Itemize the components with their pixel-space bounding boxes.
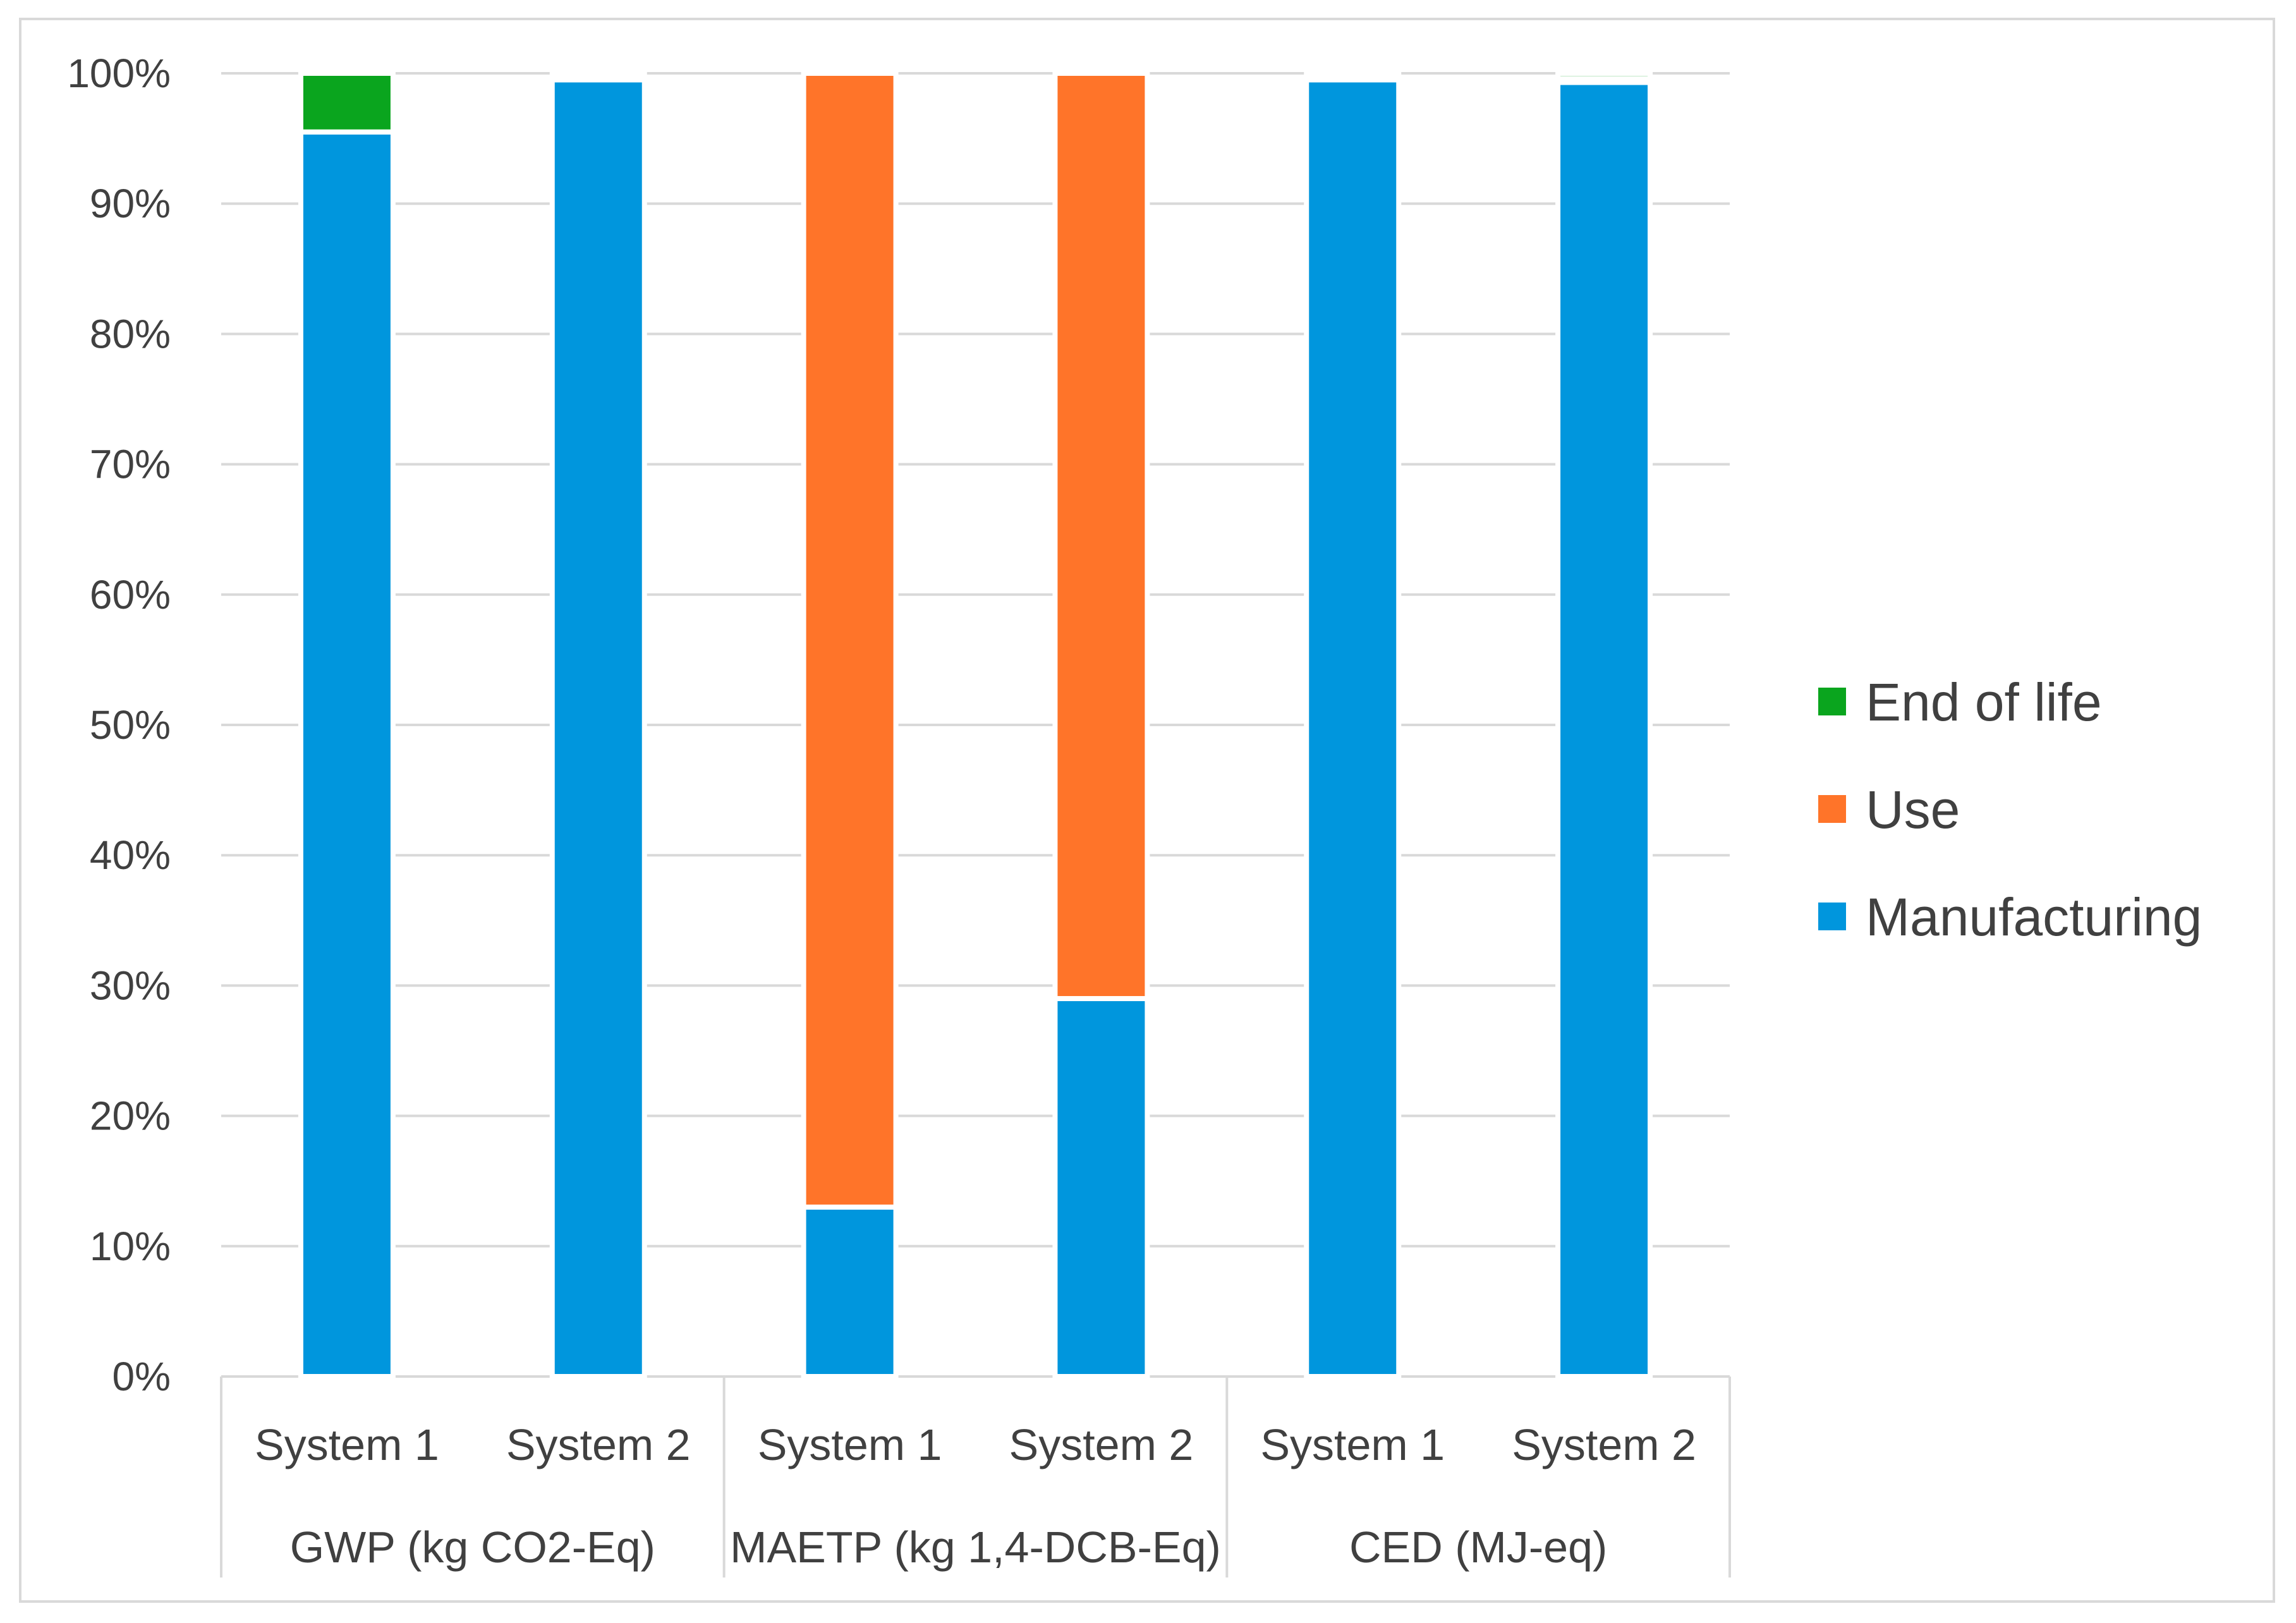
y-tick-label: 20% [90, 1093, 171, 1139]
y-tick-label: 0% [112, 1354, 171, 1399]
y-tick-label: 100% [67, 51, 171, 96]
bar-segment-end-of-life [298, 71, 396, 135]
y-tick-label: 80% [90, 311, 171, 356]
y-tick-label: 30% [90, 963, 171, 1008]
x-tick-label: System 1 [758, 1420, 942, 1469]
y-tick-label: 60% [90, 572, 171, 617]
group-label: MAETP (kg 1,4-DCB-Eq) [730, 1523, 1221, 1572]
bar-segment-use [1052, 71, 1150, 1002]
x-tick-label: System 1 [255, 1420, 439, 1469]
legend-label: Manufacturing [1866, 887, 2202, 947]
bar-segment-end-of-life [1304, 71, 1402, 80]
y-tick-label: 90% [90, 181, 171, 226]
group-label: GWP (kg CO2-Eq) [290, 1523, 655, 1572]
y-tick-label: 70% [90, 442, 171, 487]
group-label: CED (MJ-eq) [1349, 1523, 1607, 1572]
bar-segment-use [801, 71, 899, 1210]
y-tick-label: 10% [90, 1224, 171, 1269]
bar-segment-end-of-life [1555, 71, 1653, 82]
x-tick-label: System 2 [1512, 1420, 1696, 1469]
bar-segment-manufacturing [298, 129, 396, 1379]
bar-segment-manufacturing [1052, 996, 1150, 1379]
bar-segment-manufacturing [1555, 80, 1653, 1380]
bar-segment-manufacturing [549, 77, 647, 1379]
bar-segment-end-of-life [549, 71, 647, 80]
y-tick-label: 50% [90, 702, 171, 748]
legend-swatch [1818, 903, 1846, 930]
legend-swatch [1818, 688, 1846, 715]
x-tick-label: System 2 [506, 1420, 691, 1469]
y-tick-label: 40% [90, 832, 171, 878]
legend-label: Use [1866, 780, 1960, 839]
legend-label: End of life [1866, 672, 2102, 732]
bar-segment-manufacturing [1304, 77, 1402, 1379]
bar-segment-manufacturing [801, 1204, 899, 1379]
x-tick-label: System 1 [1260, 1420, 1445, 1469]
legend-swatch [1818, 795, 1846, 823]
x-tick-label: System 2 [1009, 1420, 1194, 1469]
